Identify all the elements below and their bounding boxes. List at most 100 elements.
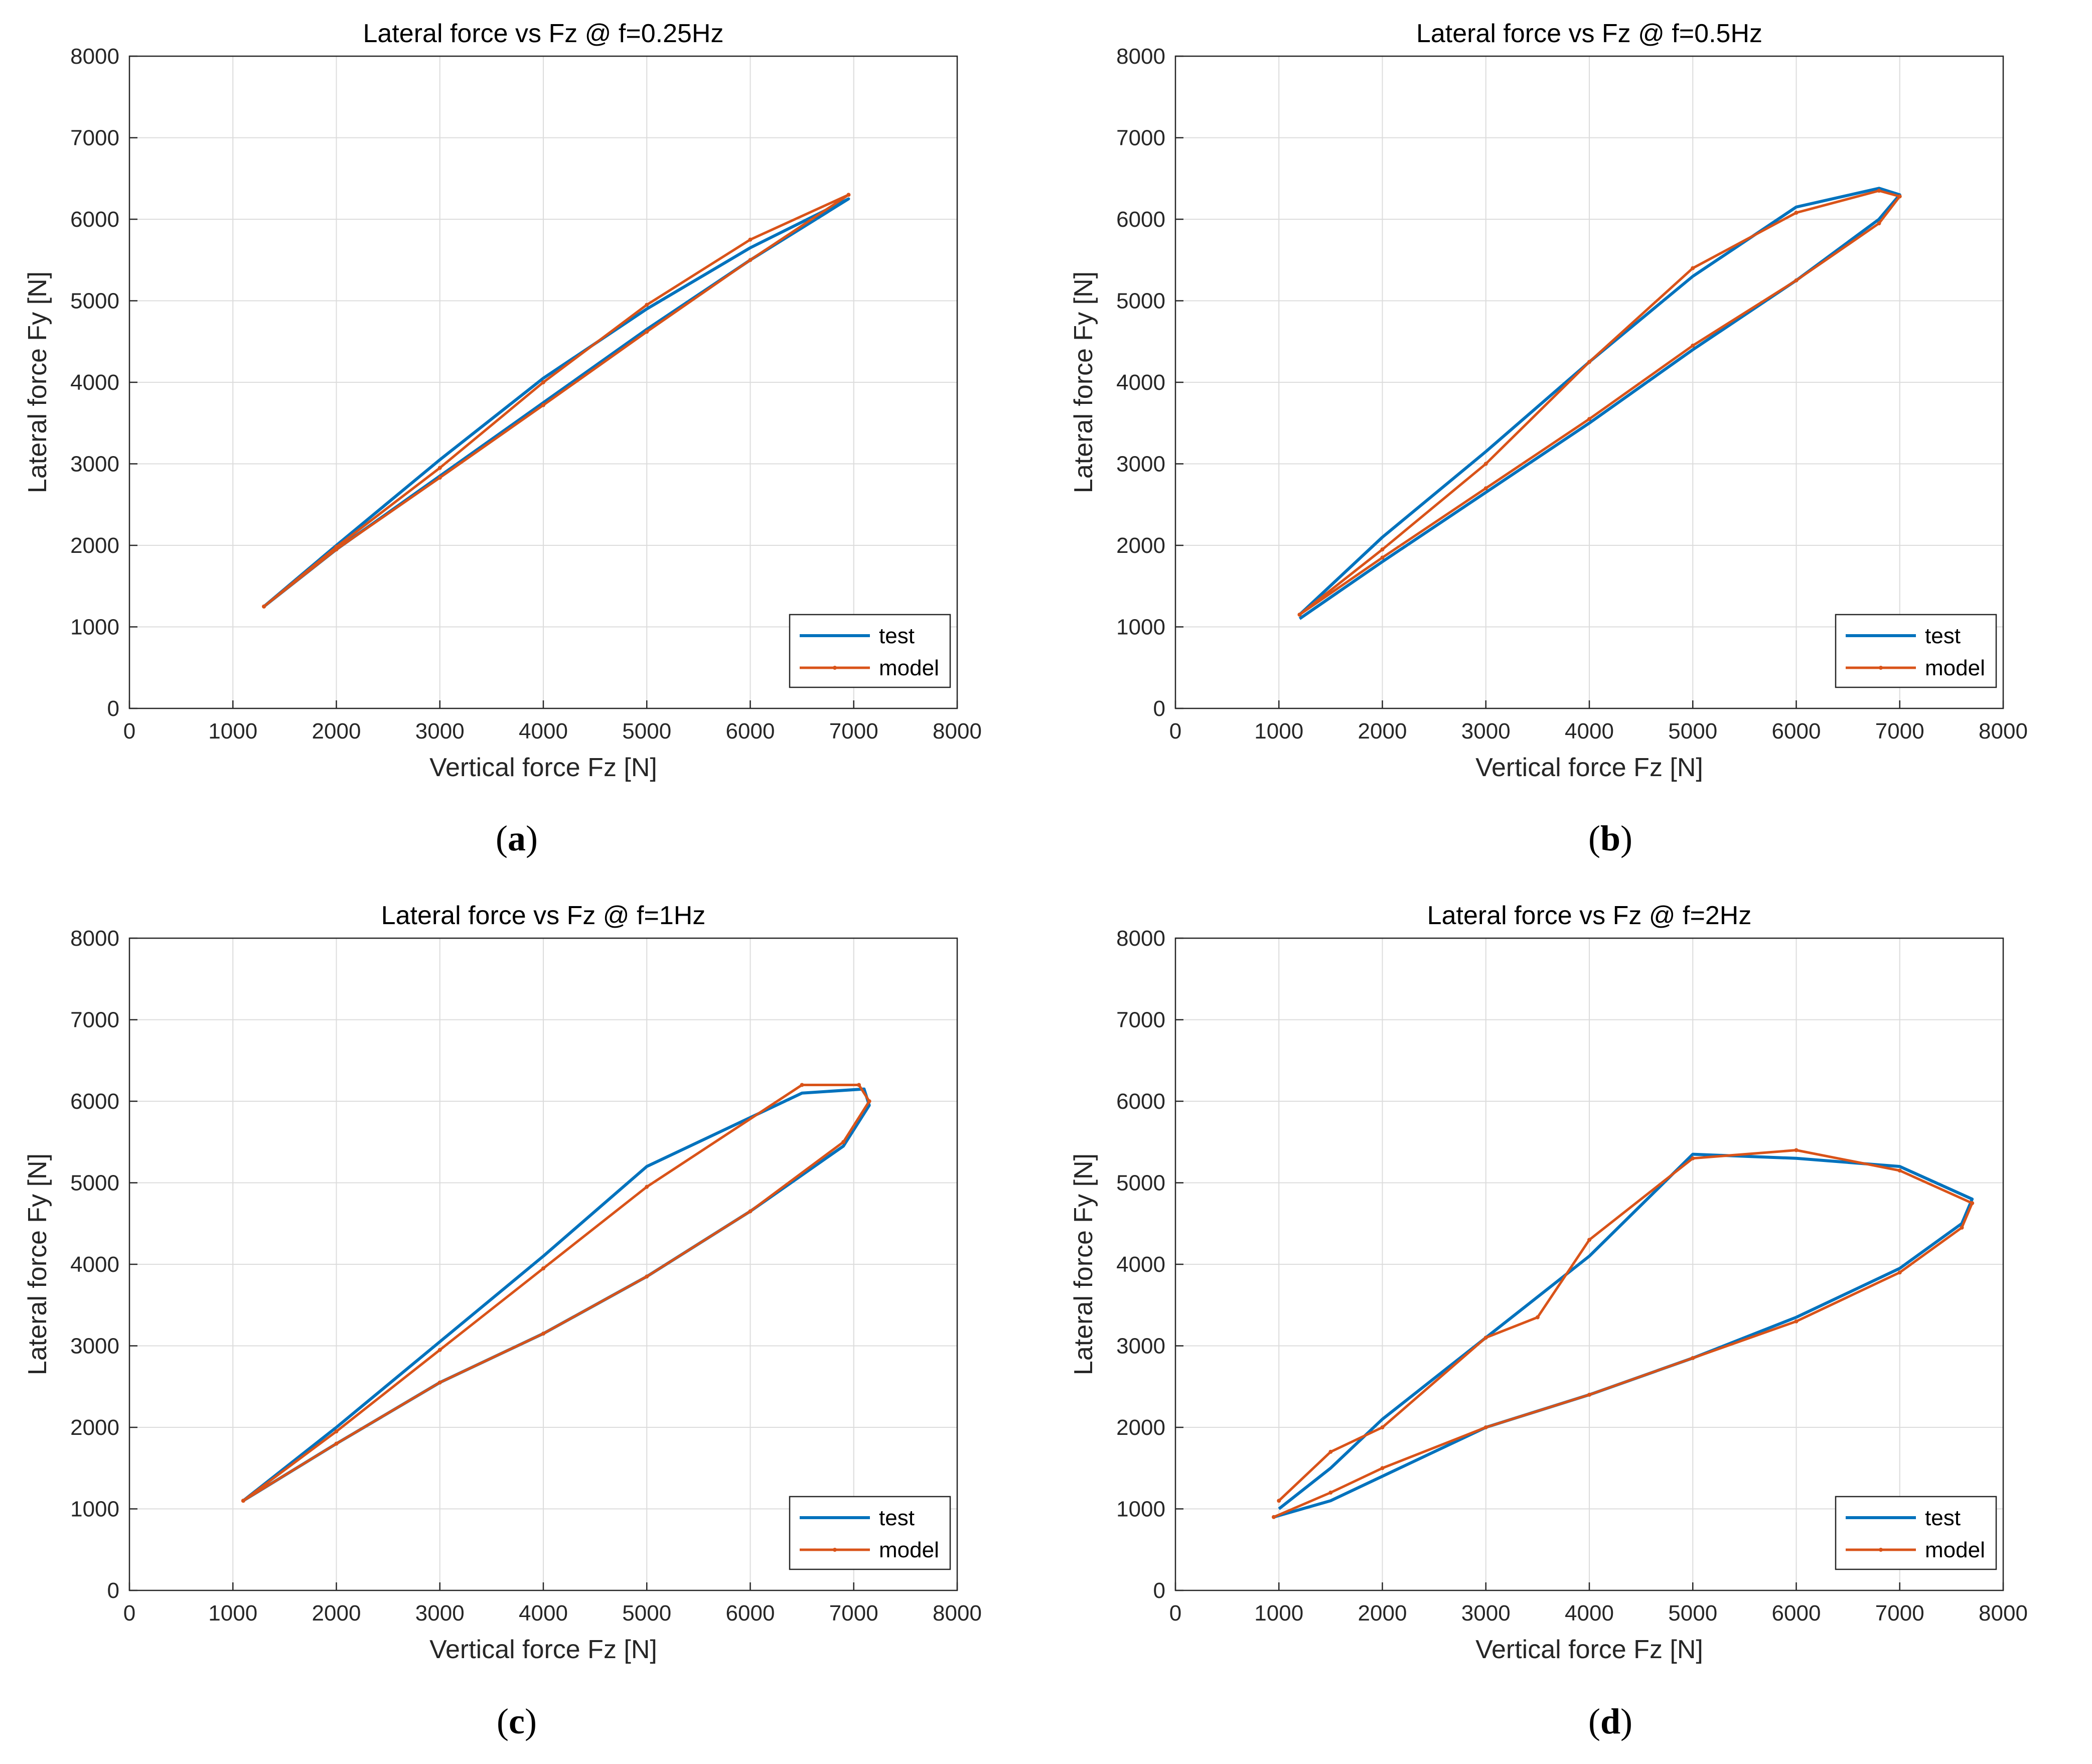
y-tick-label: 5000 — [1116, 1171, 1165, 1196]
x-tick-label: 8000 — [1979, 719, 2028, 744]
x-tick-label: 4000 — [519, 719, 568, 744]
y-tick-label: 8000 — [1116, 926, 1165, 951]
series-model-point — [241, 1499, 245, 1503]
legend-label-model: model — [1925, 1538, 1985, 1562]
series-model-point — [1328, 1491, 1333, 1495]
series-model-point — [1877, 189, 1881, 193]
y-axis-label: Lateral force Fy [N] — [23, 271, 52, 493]
series-model-point — [1587, 417, 1591, 421]
y-tick-label: 6000 — [70, 1089, 119, 1114]
y-axis-label: Lateral force Fy [N] — [1069, 271, 1098, 493]
legend-marker-model — [833, 666, 837, 670]
series-model-point — [1897, 1270, 1902, 1275]
y-tick-label: 1000 — [1116, 1497, 1165, 1522]
legend-label-test: test — [1925, 1506, 1961, 1530]
series-model-point — [1691, 266, 1695, 270]
legend: test model — [1835, 1496, 1997, 1570]
legend-marker-model — [833, 1548, 837, 1552]
x-tick-label: 3000 — [1461, 1601, 1511, 1626]
series-model-point — [1587, 360, 1591, 364]
y-tick-label: 6000 — [1116, 1089, 1165, 1114]
series-model-point — [645, 303, 649, 307]
x-tick-label: 2000 — [1358, 1601, 1407, 1626]
series-model-point — [541, 380, 545, 384]
series-model-point — [1483, 1336, 1488, 1340]
x-tick-label: 8000 — [1979, 1601, 2028, 1626]
y-axis-label: Lateral force Fy [N] — [1069, 1153, 1098, 1375]
series-model-point — [1691, 343, 1695, 348]
x-tick-label: 3000 — [1461, 719, 1511, 744]
caption-c: (c) — [497, 1701, 537, 1741]
series-model-point — [857, 1083, 861, 1087]
legend-label-model: model — [879, 656, 939, 680]
series-model-point — [1380, 1466, 1385, 1471]
legend-box — [1835, 614, 1997, 688]
legend-marker-model — [1879, 1548, 1883, 1552]
chart-a: 0 1000 2000 3000 4000 5000 6000 7000 8000 0 1000 20… — [23, 19, 982, 782]
y-tick-label: 4000 — [1116, 1252, 1165, 1277]
chart-title: Lateral force vs Fz @ f=2Hz — [1427, 901, 1752, 930]
y-tick-label: 5000 — [70, 1171, 119, 1196]
legend-box — [789, 614, 951, 688]
series-model-point — [1960, 1225, 1964, 1230]
x-tick-label: 0 — [123, 719, 135, 744]
x-tick-label: 0 — [123, 1601, 135, 1626]
panel-d: 0 1000 2000 3000 4000 5000 6000 7000 8000 0 1000 20… — [1046, 882, 2092, 1764]
series-model-point — [1535, 1315, 1540, 1319]
chart-title: Lateral force vs Fz @ f=0.5Hz — [1416, 19, 1762, 48]
x-tick-label: 5000 — [622, 1601, 671, 1626]
y-tick-label: 2000 — [70, 1415, 119, 1440]
series-model-point — [1297, 613, 1302, 617]
y-tick-label: 5000 — [70, 289, 119, 314]
y-tick-label: 3000 — [1116, 452, 1165, 477]
y-tick-label: 8000 — [70, 44, 119, 69]
x-tick-label: 6000 — [1772, 1601, 1821, 1626]
legend: test model — [789, 1496, 951, 1570]
series-model-point — [645, 1185, 649, 1189]
series-model-point — [1587, 1393, 1591, 1397]
series-model-point — [645, 1274, 649, 1279]
x-tick-label: 3000 — [415, 1601, 465, 1626]
legend-label-test: test — [1925, 624, 1961, 648]
x-tick-label: 1000 — [1254, 719, 1303, 744]
y-tick-label: 1000 — [1116, 615, 1165, 640]
x-tick-label: 5000 — [622, 719, 671, 744]
y-tick-label: 1000 — [70, 1497, 119, 1522]
y-tick-label: 3000 — [1116, 1334, 1165, 1359]
chart-title: Lateral force vs Fz @ f=1Hz — [381, 901, 706, 930]
legend-marker-model — [1879, 666, 1883, 670]
y-tick-label: 7000 — [70, 126, 119, 151]
y-tick-label: 4000 — [1116, 370, 1165, 395]
chart-title: Lateral force vs Fz @ f=0.25Hz — [363, 19, 724, 48]
series-model-point — [1587, 1238, 1591, 1242]
x-tick-label: 2000 — [312, 719, 361, 744]
series-model-point — [262, 604, 266, 609]
series-model-point — [1380, 547, 1385, 552]
series-model-point — [1328, 1449, 1333, 1454]
series-model-point — [437, 466, 442, 470]
series-model-point — [1380, 555, 1385, 560]
x-tick-label: 4000 — [519, 1601, 568, 1626]
chart-c: 0 1000 2000 3000 4000 5000 6000 7000 8000 0 1000 20… — [23, 901, 982, 1664]
y-tick-label: 7000 — [1116, 126, 1165, 151]
series-model-point — [1897, 1168, 1902, 1173]
legend: test model — [1835, 614, 1997, 688]
x-tick-label: 1000 — [208, 719, 257, 744]
series-model-point — [1691, 1156, 1695, 1160]
axes-box — [1174, 937, 2004, 1591]
x-axis-label: Vertical force Fz [N] — [1475, 753, 1703, 782]
x-axis-label: Vertical force Fz [N] — [429, 1635, 657, 1664]
x-tick-label: 5000 — [1668, 1601, 1717, 1626]
x-tick-label: 1000 — [208, 1601, 257, 1626]
x-tick-label: 2000 — [1358, 719, 1407, 744]
series-model-point — [334, 545, 339, 549]
y-tick-label: 0 — [107, 696, 119, 721]
y-tick-label: 2000 — [70, 533, 119, 558]
series-model-point — [541, 1332, 545, 1336]
series-model-point — [1794, 1148, 1799, 1152]
y-tick-label: 0 — [107, 1578, 119, 1603]
x-tick-label: 2000 — [312, 1601, 361, 1626]
y-tick-label: 3000 — [70, 452, 119, 477]
legend-label-test: test — [879, 624, 915, 648]
y-tick-label: 1000 — [70, 615, 119, 640]
